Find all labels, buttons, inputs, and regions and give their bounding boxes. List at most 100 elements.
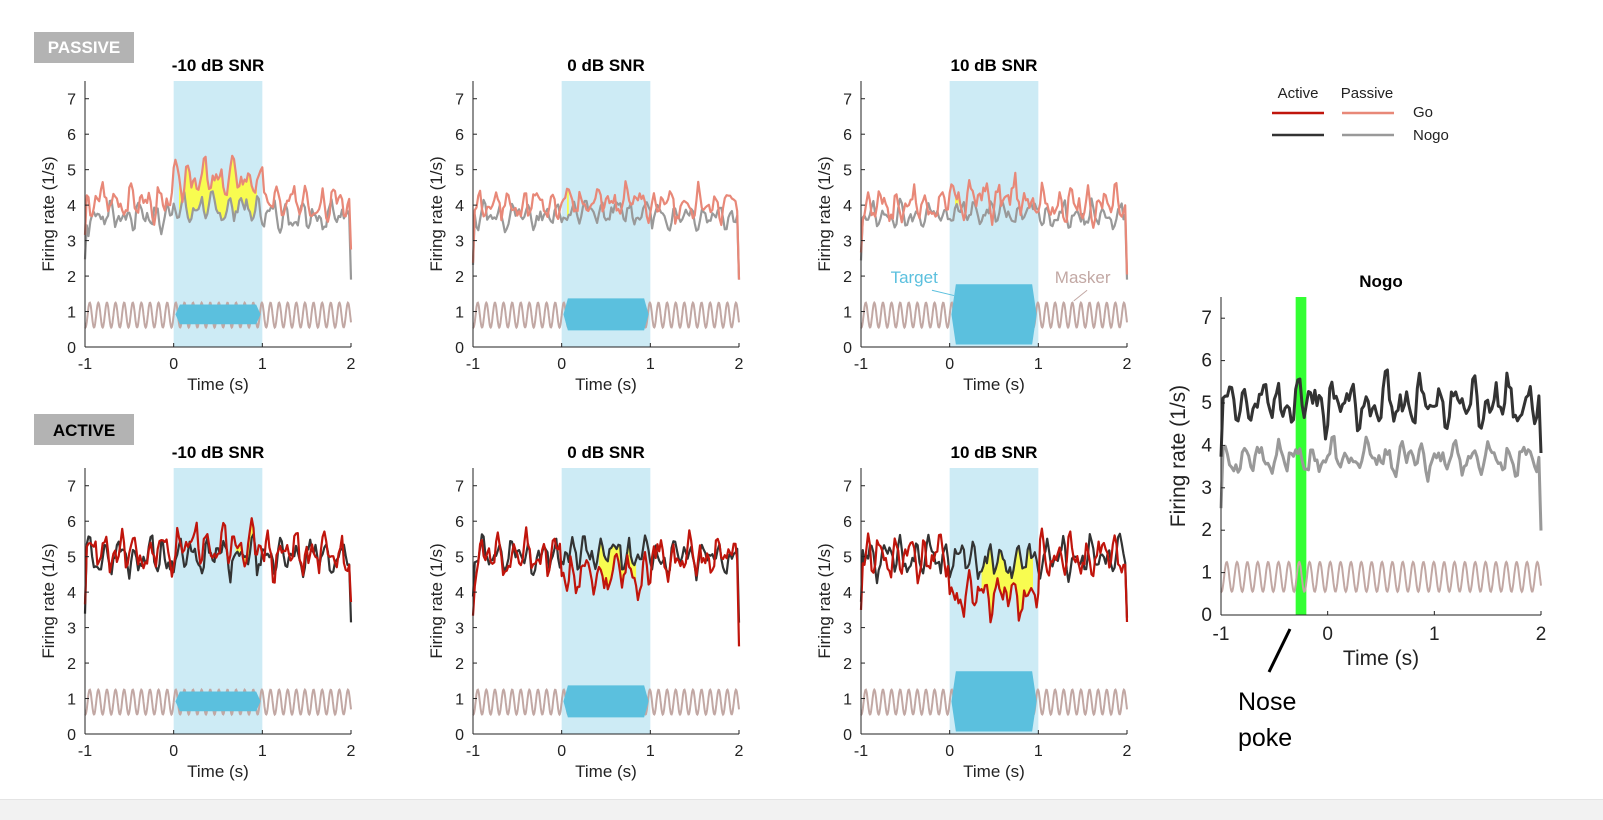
- x-tick-label: 0: [557, 743, 566, 760]
- series-go-line: [859, 171, 1129, 275]
- y-tick-label: 6: [67, 127, 76, 144]
- y-tick-label: 3: [843, 621, 852, 638]
- y-tick-label: 5: [843, 163, 852, 180]
- y-axis-label: Firing rate (1/s): [427, 156, 446, 271]
- y-tick-label: 3: [67, 621, 76, 638]
- x-tick-label: -1: [466, 356, 480, 373]
- panel-title: 0 dB SNR: [567, 443, 644, 462]
- x-tick-label: 2: [347, 356, 356, 373]
- y-tick-label: 0: [455, 727, 464, 744]
- y-axis-label: Firing rate (1/s): [39, 543, 58, 658]
- y-tick-label: 4: [843, 198, 852, 215]
- passive-badge-label: PASSIVE: [48, 38, 120, 57]
- target-pointer: [931, 289, 955, 297]
- y-axis-label: Firing rate (1/s): [1167, 385, 1190, 527]
- y-tick-label: 1: [455, 305, 464, 322]
- y-tick-label: 5: [843, 550, 852, 567]
- panel-title: 0 dB SNR: [567, 56, 644, 75]
- x-tick-label: 1: [258, 743, 267, 760]
- nose-poke-annotation: Nose poke: [1238, 628, 1296, 752]
- y-tick-label: 7: [455, 92, 464, 109]
- legend-nogo-label: Nogo: [1413, 127, 1449, 144]
- y-axis-label: Firing rate (1/s): [815, 156, 834, 271]
- x-tick-label: 2: [735, 356, 744, 373]
- panel-title: -10 dB SNR: [172, 443, 265, 462]
- target-stimulus: [563, 298, 649, 331]
- target-annotation: Target: [891, 268, 939, 287]
- x-tick-label: -1: [78, 356, 92, 373]
- y-tick-label: 2: [843, 656, 852, 673]
- masker-annotation: Masker: [1055, 268, 1111, 287]
- significance-fill: [235, 518, 257, 576]
- x-axis-label: Time (s): [187, 762, 249, 781]
- x-tick-label: 1: [258, 356, 267, 373]
- target-stimulus: [951, 284, 1037, 345]
- x-tick-label: 2: [347, 743, 356, 760]
- x-axis-label: Time (s): [187, 375, 249, 394]
- x-tick-label: 0: [945, 356, 954, 373]
- series-go-line: [471, 180, 741, 280]
- y-tick-label: 5: [67, 550, 76, 567]
- x-tick-label: 1: [1034, 356, 1043, 373]
- y-tick-label: 2: [1201, 520, 1212, 541]
- x-tick-label: 0: [557, 356, 566, 373]
- legend: Active Passive Go Nogo: [1272, 85, 1449, 144]
- y-tick-label: 1: [455, 692, 464, 709]
- y-tick-label: 0: [455, 340, 464, 357]
- x-tick-label: -1: [466, 743, 480, 760]
- y-tick-label: 5: [1201, 393, 1212, 414]
- x-tick-label: 0: [169, 356, 178, 373]
- y-tick-label: 2: [843, 269, 852, 286]
- y-tick-label: 7: [67, 92, 76, 109]
- y-tick-label: 4: [843, 585, 852, 602]
- x-axis-label: Time (s): [575, 375, 637, 394]
- y-tick-label: 6: [455, 127, 464, 144]
- y-tick-label: 3: [1201, 478, 1212, 499]
- x-tick-label: 1: [646, 743, 655, 760]
- x-tick-label: -1: [78, 743, 92, 760]
- panel-title: 10 dB SNR: [951, 56, 1038, 75]
- legend-active-header: Active: [1278, 85, 1319, 102]
- y-tick-label: 1: [67, 305, 76, 322]
- target-stimulus: [951, 671, 1037, 732]
- y-tick-label: 3: [455, 621, 464, 638]
- x-tick-label: 2: [1123, 743, 1132, 760]
- nose-poke-label-line1: Nose: [1238, 688, 1296, 716]
- active-badge: ACTIVE: [34, 414, 134, 445]
- series-nogo-line: [83, 190, 353, 280]
- series-go-line: [83, 517, 353, 605]
- x-tick-label: 2: [735, 743, 744, 760]
- significance-fill: [981, 544, 1033, 623]
- y-tick-label: 6: [843, 127, 852, 144]
- y-tick-label: 4: [67, 585, 76, 602]
- target-stimulus: [175, 691, 261, 712]
- x-tick-label: -1: [854, 356, 868, 373]
- x-tick-label: 1: [1034, 743, 1043, 760]
- y-tick-label: 7: [67, 479, 76, 496]
- active-badge-label: ACTIVE: [53, 421, 115, 440]
- y-tick-label: 7: [1201, 308, 1212, 329]
- x-tick-label: 0: [1322, 624, 1333, 645]
- panel-title: -10 dB SNR: [172, 56, 265, 75]
- x-axis-label: Time (s): [1343, 647, 1419, 670]
- y-axis-label: Firing rate (1/s): [427, 543, 446, 658]
- x-axis-label: Time (s): [575, 762, 637, 781]
- y-tick-label: 6: [1201, 351, 1212, 372]
- y-tick-label: 6: [455, 514, 464, 531]
- significance-fill: [567, 188, 569, 220]
- y-tick-label: 1: [843, 305, 852, 322]
- y-tick-label: 7: [843, 92, 852, 109]
- series-go-line: [859, 527, 1129, 624]
- series-nogo-line: [859, 532, 1129, 618]
- y-tick-label: 4: [1201, 435, 1212, 456]
- y-tick-label: 0: [67, 340, 76, 357]
- y-tick-label: 3: [455, 234, 464, 251]
- target-stimulus: [563, 685, 649, 718]
- y-tick-label: 1: [67, 692, 76, 709]
- y-axis-label: Firing rate (1/s): [815, 543, 834, 658]
- y-tick-label: 0: [1201, 605, 1212, 626]
